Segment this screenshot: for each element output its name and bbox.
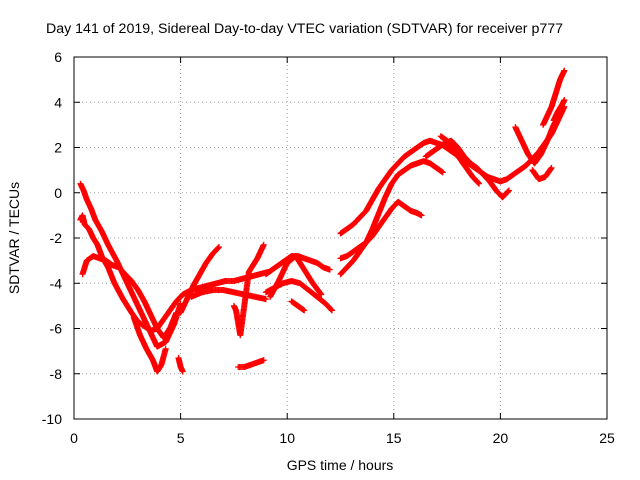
series-track-18 xyxy=(437,133,483,187)
y-axis-label: SDTVAR / TECUs xyxy=(6,182,22,294)
data-point xyxy=(318,291,325,298)
y-tick-label: -6 xyxy=(50,321,63,337)
data-point xyxy=(476,180,483,187)
y-tick-label: -10 xyxy=(42,411,62,427)
data-point xyxy=(260,357,267,364)
series-track-7 xyxy=(175,354,186,375)
series-track-20 xyxy=(540,67,568,128)
series-track-6 xyxy=(188,287,269,303)
series-track-15 xyxy=(337,198,425,262)
series-track-13 xyxy=(288,298,308,314)
data-point xyxy=(215,244,222,251)
y-tick-label: 0 xyxy=(54,185,62,201)
data-point xyxy=(260,241,267,248)
x-tick-label: 15 xyxy=(386,430,402,446)
data-point xyxy=(561,67,568,74)
data-point xyxy=(326,266,333,273)
series-track-16 xyxy=(337,158,446,278)
data-points xyxy=(77,67,568,375)
y-tick-label: 2 xyxy=(54,140,62,156)
series-track-10 xyxy=(262,253,333,278)
data-point xyxy=(548,164,555,171)
x-tick-label: 0 xyxy=(70,430,78,446)
data-point xyxy=(561,96,568,103)
data-point xyxy=(418,212,425,219)
series-track-3 xyxy=(79,253,180,341)
series-track-12 xyxy=(267,253,325,300)
data-point xyxy=(439,169,446,176)
data-point xyxy=(262,296,269,303)
series-track-4 xyxy=(130,314,169,375)
series-track-5 xyxy=(177,244,222,316)
plot-frame xyxy=(73,56,608,420)
data-point xyxy=(162,345,169,352)
data-point xyxy=(505,187,512,194)
axes: 0 5 10 15 20 25 -10 -8 -6 -4 -2 0 2 4 6 xyxy=(42,49,615,446)
y-tick-label: 4 xyxy=(54,94,62,110)
data-point xyxy=(179,368,186,375)
grid xyxy=(74,57,607,419)
data-point xyxy=(301,307,308,314)
x-tick-label: 20 xyxy=(493,430,509,446)
x-axis-label: GPS time / hours xyxy=(287,457,394,473)
series-track-21 xyxy=(550,96,568,124)
y-tick-label: -2 xyxy=(50,230,63,246)
y-tick-label: 6 xyxy=(54,49,62,65)
x-tick-label: 10 xyxy=(279,430,295,446)
x-tick-label: 25 xyxy=(599,430,615,446)
x-tick-label: 5 xyxy=(177,430,185,446)
data-point xyxy=(328,306,335,313)
series-track-9 xyxy=(230,241,267,339)
chart-title: Day 141 of 2019, Sidereal Day-to-day VTE… xyxy=(46,21,563,37)
data-point xyxy=(328,307,335,314)
y-tick-label: -4 xyxy=(50,275,63,291)
series-track-22 xyxy=(529,164,555,183)
series-track-17 xyxy=(422,137,512,201)
data-point xyxy=(327,306,334,313)
series-track-8 xyxy=(235,357,267,370)
y-tick-label: -8 xyxy=(50,366,63,382)
